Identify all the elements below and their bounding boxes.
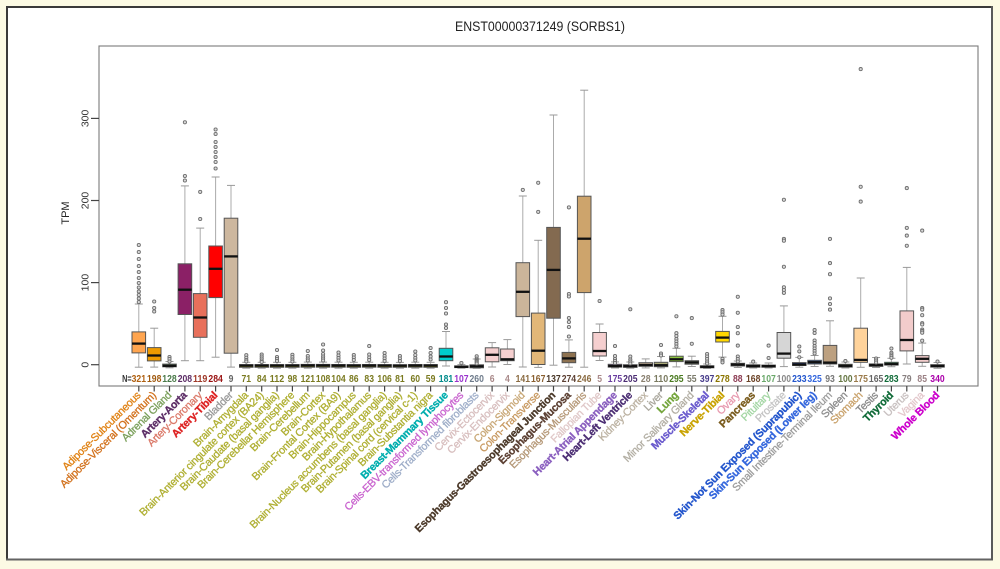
svg-text:165: 165 [869,374,884,385]
svg-text:79: 79 [902,374,912,385]
svg-text:5: 5 [597,374,602,385]
svg-text:83: 83 [364,374,374,385]
svg-text:200: 200 [79,192,91,210]
svg-text:0: 0 [79,362,91,368]
svg-text:100: 100 [79,274,91,292]
svg-text:321: 321 [132,374,147,385]
svg-text:119: 119 [193,374,208,385]
svg-text:104: 104 [331,374,346,385]
svg-text:110: 110 [654,374,669,385]
svg-text:107: 107 [761,374,776,385]
svg-text:59: 59 [426,374,436,385]
svg-text:274: 274 [562,374,577,385]
svg-text:295: 295 [669,374,684,385]
svg-text:198: 198 [147,374,162,385]
svg-text:6: 6 [490,374,495,385]
svg-text:28: 28 [641,374,651,385]
svg-text:98: 98 [288,374,298,385]
svg-text:85: 85 [917,374,927,385]
svg-text:233: 233 [792,374,807,385]
svg-text:246: 246 [577,374,592,385]
svg-text:205: 205 [623,374,638,385]
svg-text:TPM: TPM [60,201,72,224]
svg-text:175: 175 [854,374,869,385]
svg-text:175: 175 [608,374,623,385]
svg-text:4: 4 [505,374,510,385]
svg-text:ENST00000371249 (SORBS1): ENST00000371249 (SORBS1) [455,19,625,34]
svg-text:112: 112 [270,374,285,385]
svg-text:106: 106 [377,374,392,385]
svg-text:55: 55 [687,374,697,385]
svg-text:100: 100 [777,374,792,385]
svg-text:167: 167 [531,374,546,385]
svg-text:121: 121 [301,374,316,385]
svg-text:84: 84 [257,374,267,385]
svg-text:107: 107 [454,374,469,385]
svg-text:100: 100 [838,374,853,385]
svg-text:397: 397 [700,374,715,385]
svg-text:81: 81 [395,374,405,385]
svg-text:208: 208 [178,374,193,385]
svg-text:60: 60 [411,374,421,385]
svg-text:128: 128 [162,374,177,385]
svg-text:93: 93 [825,374,835,385]
svg-text:260: 260 [470,374,485,385]
svg-text:300: 300 [79,109,91,127]
svg-text:86: 86 [349,374,359,385]
svg-text:340: 340 [930,374,945,385]
svg-text:284: 284 [208,374,223,385]
svg-text:278: 278 [715,374,730,385]
svg-text:137: 137 [546,374,561,385]
svg-text:9: 9 [229,374,234,385]
svg-text:325: 325 [807,374,822,385]
svg-text:71: 71 [242,374,252,385]
svg-text:168: 168 [746,374,761,385]
svg-text:88: 88 [733,374,743,385]
svg-text:141: 141 [516,374,531,385]
svg-text:108: 108 [316,374,331,385]
svg-text:N=: N= [122,374,132,385]
svg-text:283: 283 [884,374,899,385]
svg-text:181: 181 [439,374,454,385]
